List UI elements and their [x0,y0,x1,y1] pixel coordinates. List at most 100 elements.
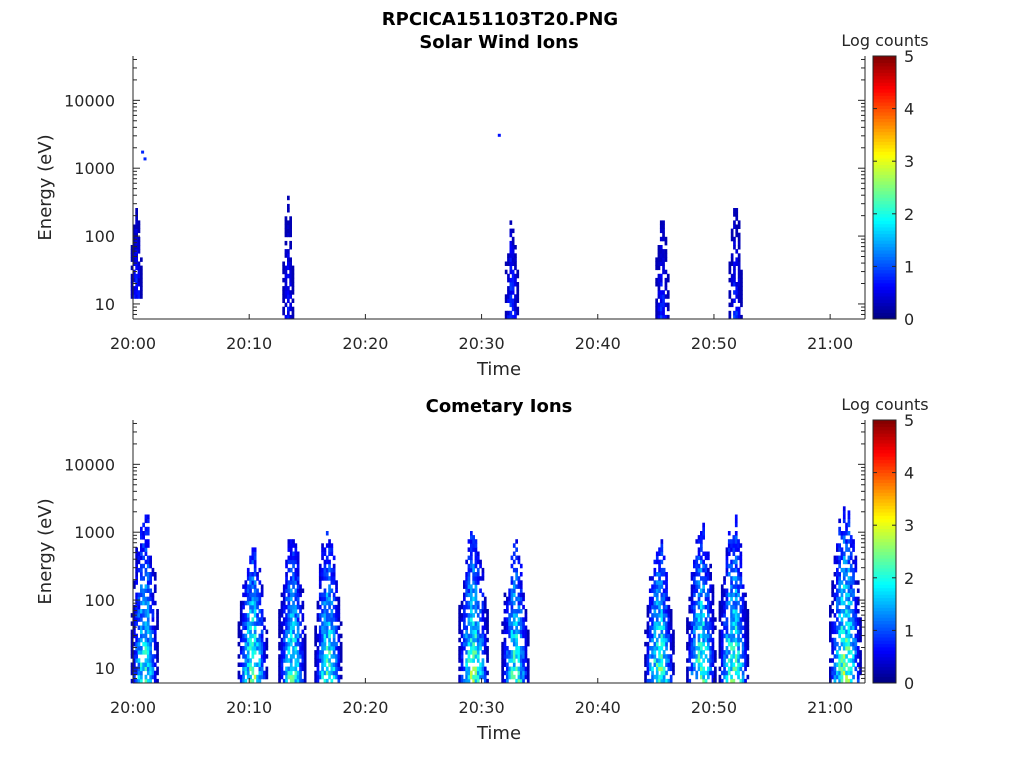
spectrogram-cell [296,572,300,577]
spectrogram-cell [700,567,703,573]
spectrogram-cell [707,567,710,573]
spectrogram-cell [137,650,141,655]
spectrogram-cell [704,654,708,659]
spectrogram-cell [510,596,514,602]
spectrogram-cell [737,674,740,680]
spectrogram-cell [246,641,250,647]
spectrogram-cell [732,576,736,581]
spectrogram-cell [130,646,134,651]
spectrogram-cell [328,551,331,556]
spectrogram-cell [301,646,305,651]
spectrogram-cell [503,646,507,651]
spectrogram-cell [730,609,733,614]
spectrogram-cell [260,641,264,647]
spectrogram-cell [690,588,694,593]
spectrogram-cell [658,567,661,573]
spectrogram-cell [842,670,846,676]
spectrogram-cell [840,621,844,626]
spectrogram-cell [515,678,518,684]
spectrogram-cell [479,633,482,639]
spectrogram-cell [665,678,668,684]
spectrogram-cell [142,576,145,581]
colorbar-tick-label: 3 [904,516,914,535]
spectrogram-cell [289,617,293,622]
colorbar-segment [873,269,896,274]
spectrogram-cell [852,567,855,573]
spectrogram-cell [727,600,731,606]
spectrogram-cell [693,637,696,643]
spectrogram-cell [506,596,509,602]
colorbar-segment [873,446,896,451]
colorbar-segment [873,207,896,212]
spectrogram-cell [465,604,468,610]
spectrogram-cell [316,613,320,618]
spectrogram-cell [237,629,241,635]
spectrogram-cell [253,613,257,618]
spectrogram-cell [522,650,525,655]
spectrogram-cell [739,555,743,561]
spectrogram-cell [697,646,701,651]
spectrogram-cell [291,290,295,295]
spectrogram-cell [852,559,855,565]
spectrogram-cell [740,273,743,279]
spectrogram-cell [737,261,741,266]
spectrogram-cell [852,674,855,680]
spectrogram-cell [840,547,844,552]
spectrogram-cell [646,641,650,647]
spectrogram-cell [655,277,658,283]
spectrogram-cell [732,613,736,618]
spectrogram-cell [838,613,841,618]
spectrogram-cell [651,646,654,651]
spectrogram-cell [470,584,473,589]
spectrogram-cell [265,654,269,659]
spectrogram-cell [509,290,513,295]
spectrogram-cell [509,310,513,316]
spectrogram-cell [727,531,731,536]
colorbar-segment [873,82,896,87]
spectrogram-cell [296,654,300,659]
spectrogram-cell [508,625,511,630]
spectrogram-cell [688,654,692,659]
spectrogram-cell [730,273,734,279]
spectrogram-cell [519,625,523,630]
spectrogram-cell [688,604,692,610]
spectrogram-cell [486,678,489,684]
colorbar-segment [873,676,896,681]
spectrogram-cell [648,633,652,639]
spectrogram-cell [144,514,148,519]
spectrogram-cell [852,609,855,614]
spectrogram-cell [486,621,489,626]
spectrogram-cell [463,613,466,618]
spectrogram-cell [845,522,848,528]
spectrogram-cell [137,290,141,295]
spectrogram-cell [648,662,652,667]
spectrogram-cell [847,678,851,684]
spectrogram-cell [720,584,724,589]
spectrogram-cell [730,596,733,602]
spectrogram-cell [515,609,518,614]
spectrogram-cell [292,543,295,548]
spectrogram-cell [657,306,661,312]
spectrogram-cell [838,580,841,585]
spectrogram-cell [730,253,734,258]
spectrogram-cell [501,666,504,672]
spectrogram-cell [256,596,259,602]
spectrogram-cell [833,555,837,561]
spectrogram-cell [323,567,327,573]
spectrogram-cell [838,670,841,676]
spectrogram-cell [323,678,327,684]
spectrogram-cell [704,592,708,598]
spectrogram-cell [289,216,292,221]
spectrogram-cell [296,563,300,569]
spectrogram-cell [737,654,740,659]
spectrogram-cell [153,633,157,639]
spectrogram-cell [711,600,715,606]
spectrogram-cell [474,592,478,598]
spectrogram-cell [512,621,516,626]
spectrogram-cell [287,290,290,295]
spectrogram-cell [672,641,675,647]
spectrogram-cell [144,625,148,630]
spectrogram-cell [133,654,136,659]
spectrogram-cell [265,674,269,680]
spectrogram-cell [510,670,514,676]
